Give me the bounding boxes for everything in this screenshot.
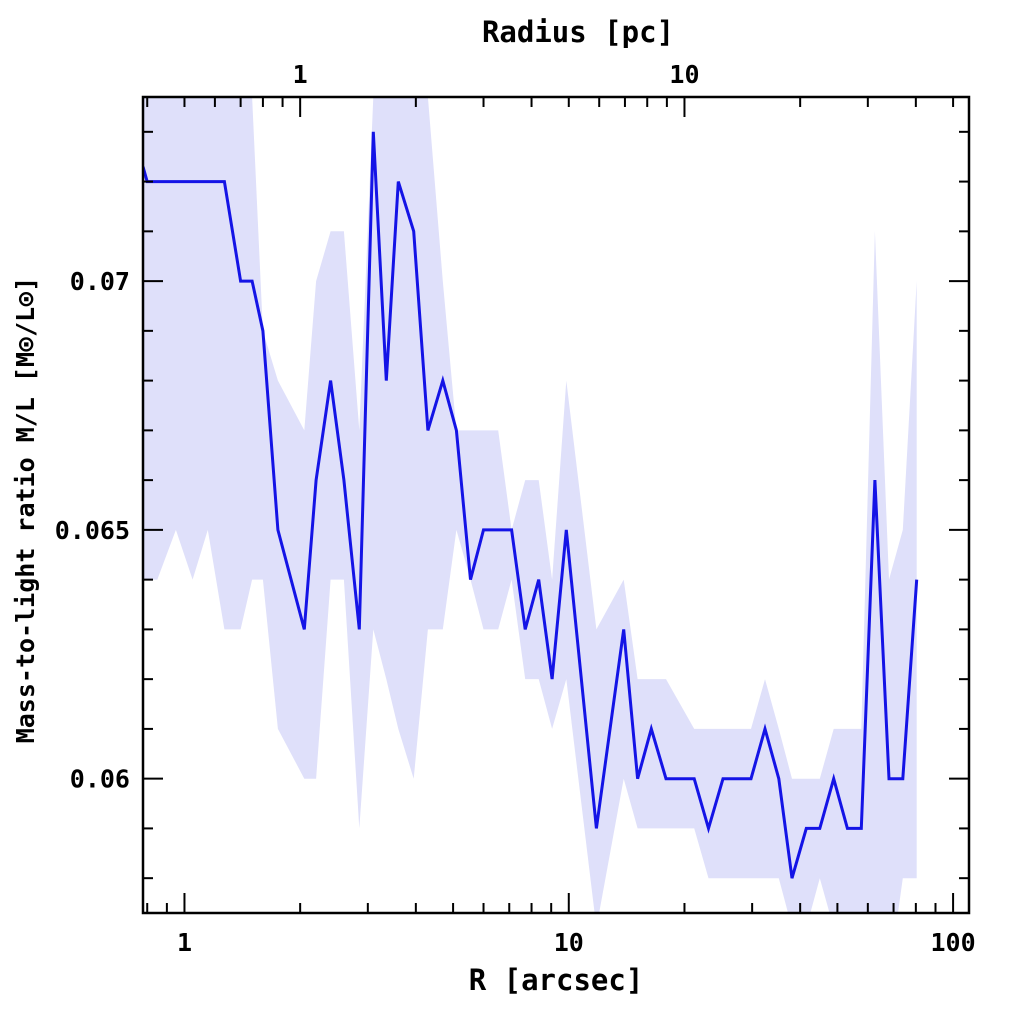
y-tick-label: 0.07: [70, 267, 130, 296]
top-axis-title: Radius [pc]: [482, 15, 674, 49]
top-tick-label: 10: [669, 60, 699, 89]
y-tick-label: 0.06: [70, 765, 130, 794]
confidence-band: [143, 97, 917, 913]
tick-label-layer: 1 10 100 1 10 0.06 0.065 0.07: [55, 60, 976, 957]
ml-ratio-line-layer: [143, 131, 919, 879]
ml-ratio-line: [143, 131, 919, 879]
plot-frame: [141, 95, 971, 915]
confidence-band-layer: [143, 97, 917, 913]
x-tick-label: 100: [931, 928, 976, 957]
x-axis-title: R [arcsec]: [469, 963, 644, 997]
x-tick-label: 1: [177, 928, 192, 957]
top-tick-label: 1: [293, 60, 308, 89]
y-axis-title: Mass-to-light ratio M/L [M⊙/L⊙]: [11, 277, 40, 744]
axes-layer: [141, 95, 971, 915]
x-tick-label: 10: [554, 928, 584, 957]
y-tick-label: 0.065: [55, 516, 130, 545]
